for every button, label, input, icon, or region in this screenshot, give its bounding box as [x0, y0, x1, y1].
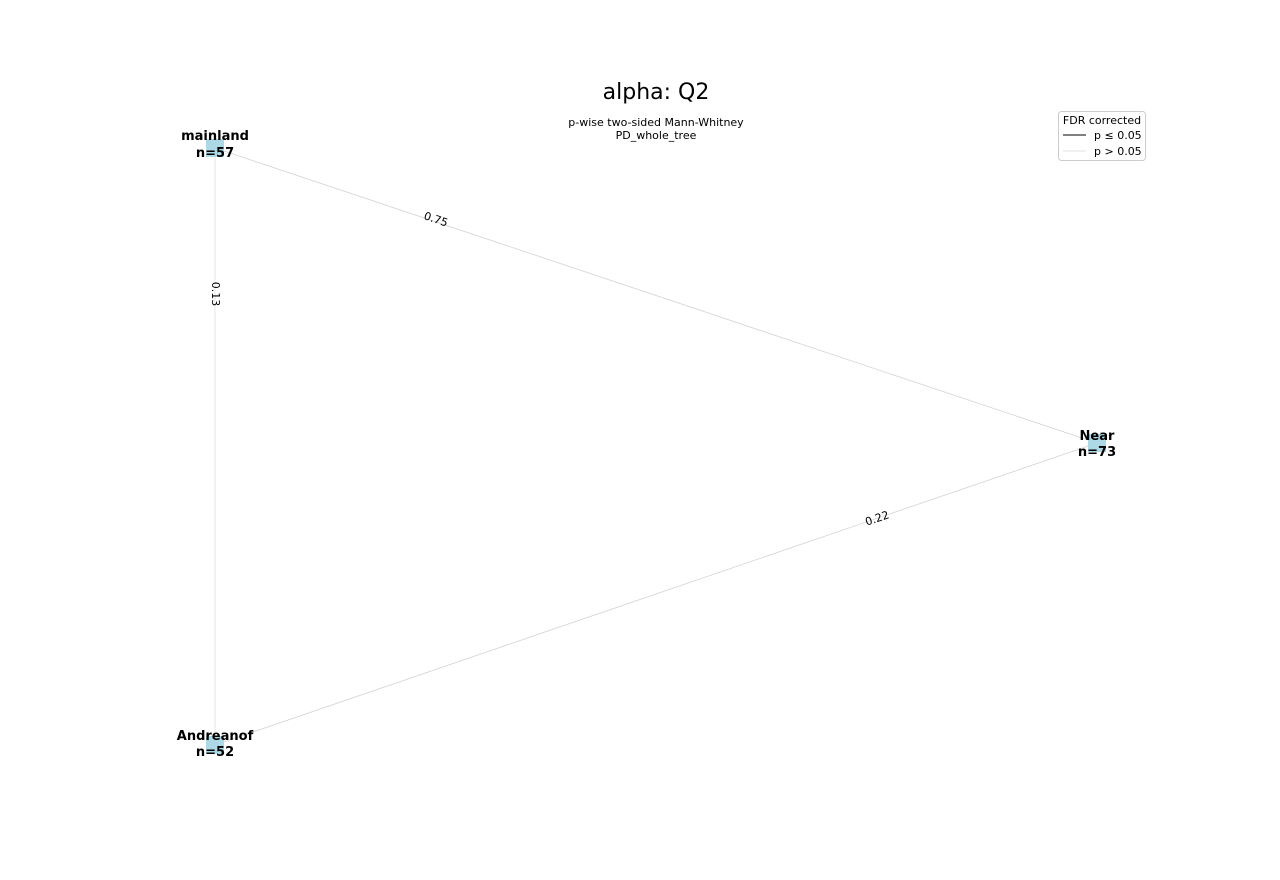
- legend-label-nonsignificant: p > 0.05: [1094, 145, 1142, 158]
- node-label-mainland-name: mainland: [181, 129, 249, 144]
- node-label-andreanof-name: Andreanof: [177, 729, 254, 744]
- legend-box: [1058, 111, 1146, 161]
- node-near: [1088, 434, 1106, 452]
- edges: [214, 147, 1098, 746]
- node-labels: mainland n=57 Near n=73 Andreanof n=52: [177, 129, 1116, 760]
- edge-label-mainland-near: 0.75: [422, 209, 449, 229]
- edge-andreanof-near: [214, 442, 1098, 746]
- node-label-near-count: n=73: [1078, 445, 1116, 460]
- node-label-andreanof-count: n=52: [196, 745, 234, 760]
- figure-subtitle-line2: PD_whole_tree: [616, 129, 697, 142]
- nodes: [206, 139, 1106, 754]
- legend-title: FDR corrected: [1063, 114, 1141, 127]
- node-andreanof: [206, 736, 224, 754]
- legend-label-significant: p ≤ 0.05: [1094, 129, 1142, 142]
- edge-mainland-near: [214, 147, 1098, 444]
- figure-title: alpha: Q2: [603, 80, 710, 105]
- node-label-near-name: Near: [1080, 429, 1115, 444]
- edge-labels: 0.75 0.13 0.22: [209, 209, 891, 528]
- edge-label-andreanof-near: 0.22: [863, 508, 890, 528]
- legend: FDR corrected p ≤ 0.05 p > 0.05: [1058, 111, 1146, 161]
- figure-subtitle-line1: p-wise two-sided Mann-Whitney: [568, 116, 744, 129]
- node-mainland: [206, 139, 224, 157]
- node-label-mainland-count: n=57: [196, 146, 234, 161]
- edge-label-mainland-andreanof: 0.13: [209, 282, 222, 307]
